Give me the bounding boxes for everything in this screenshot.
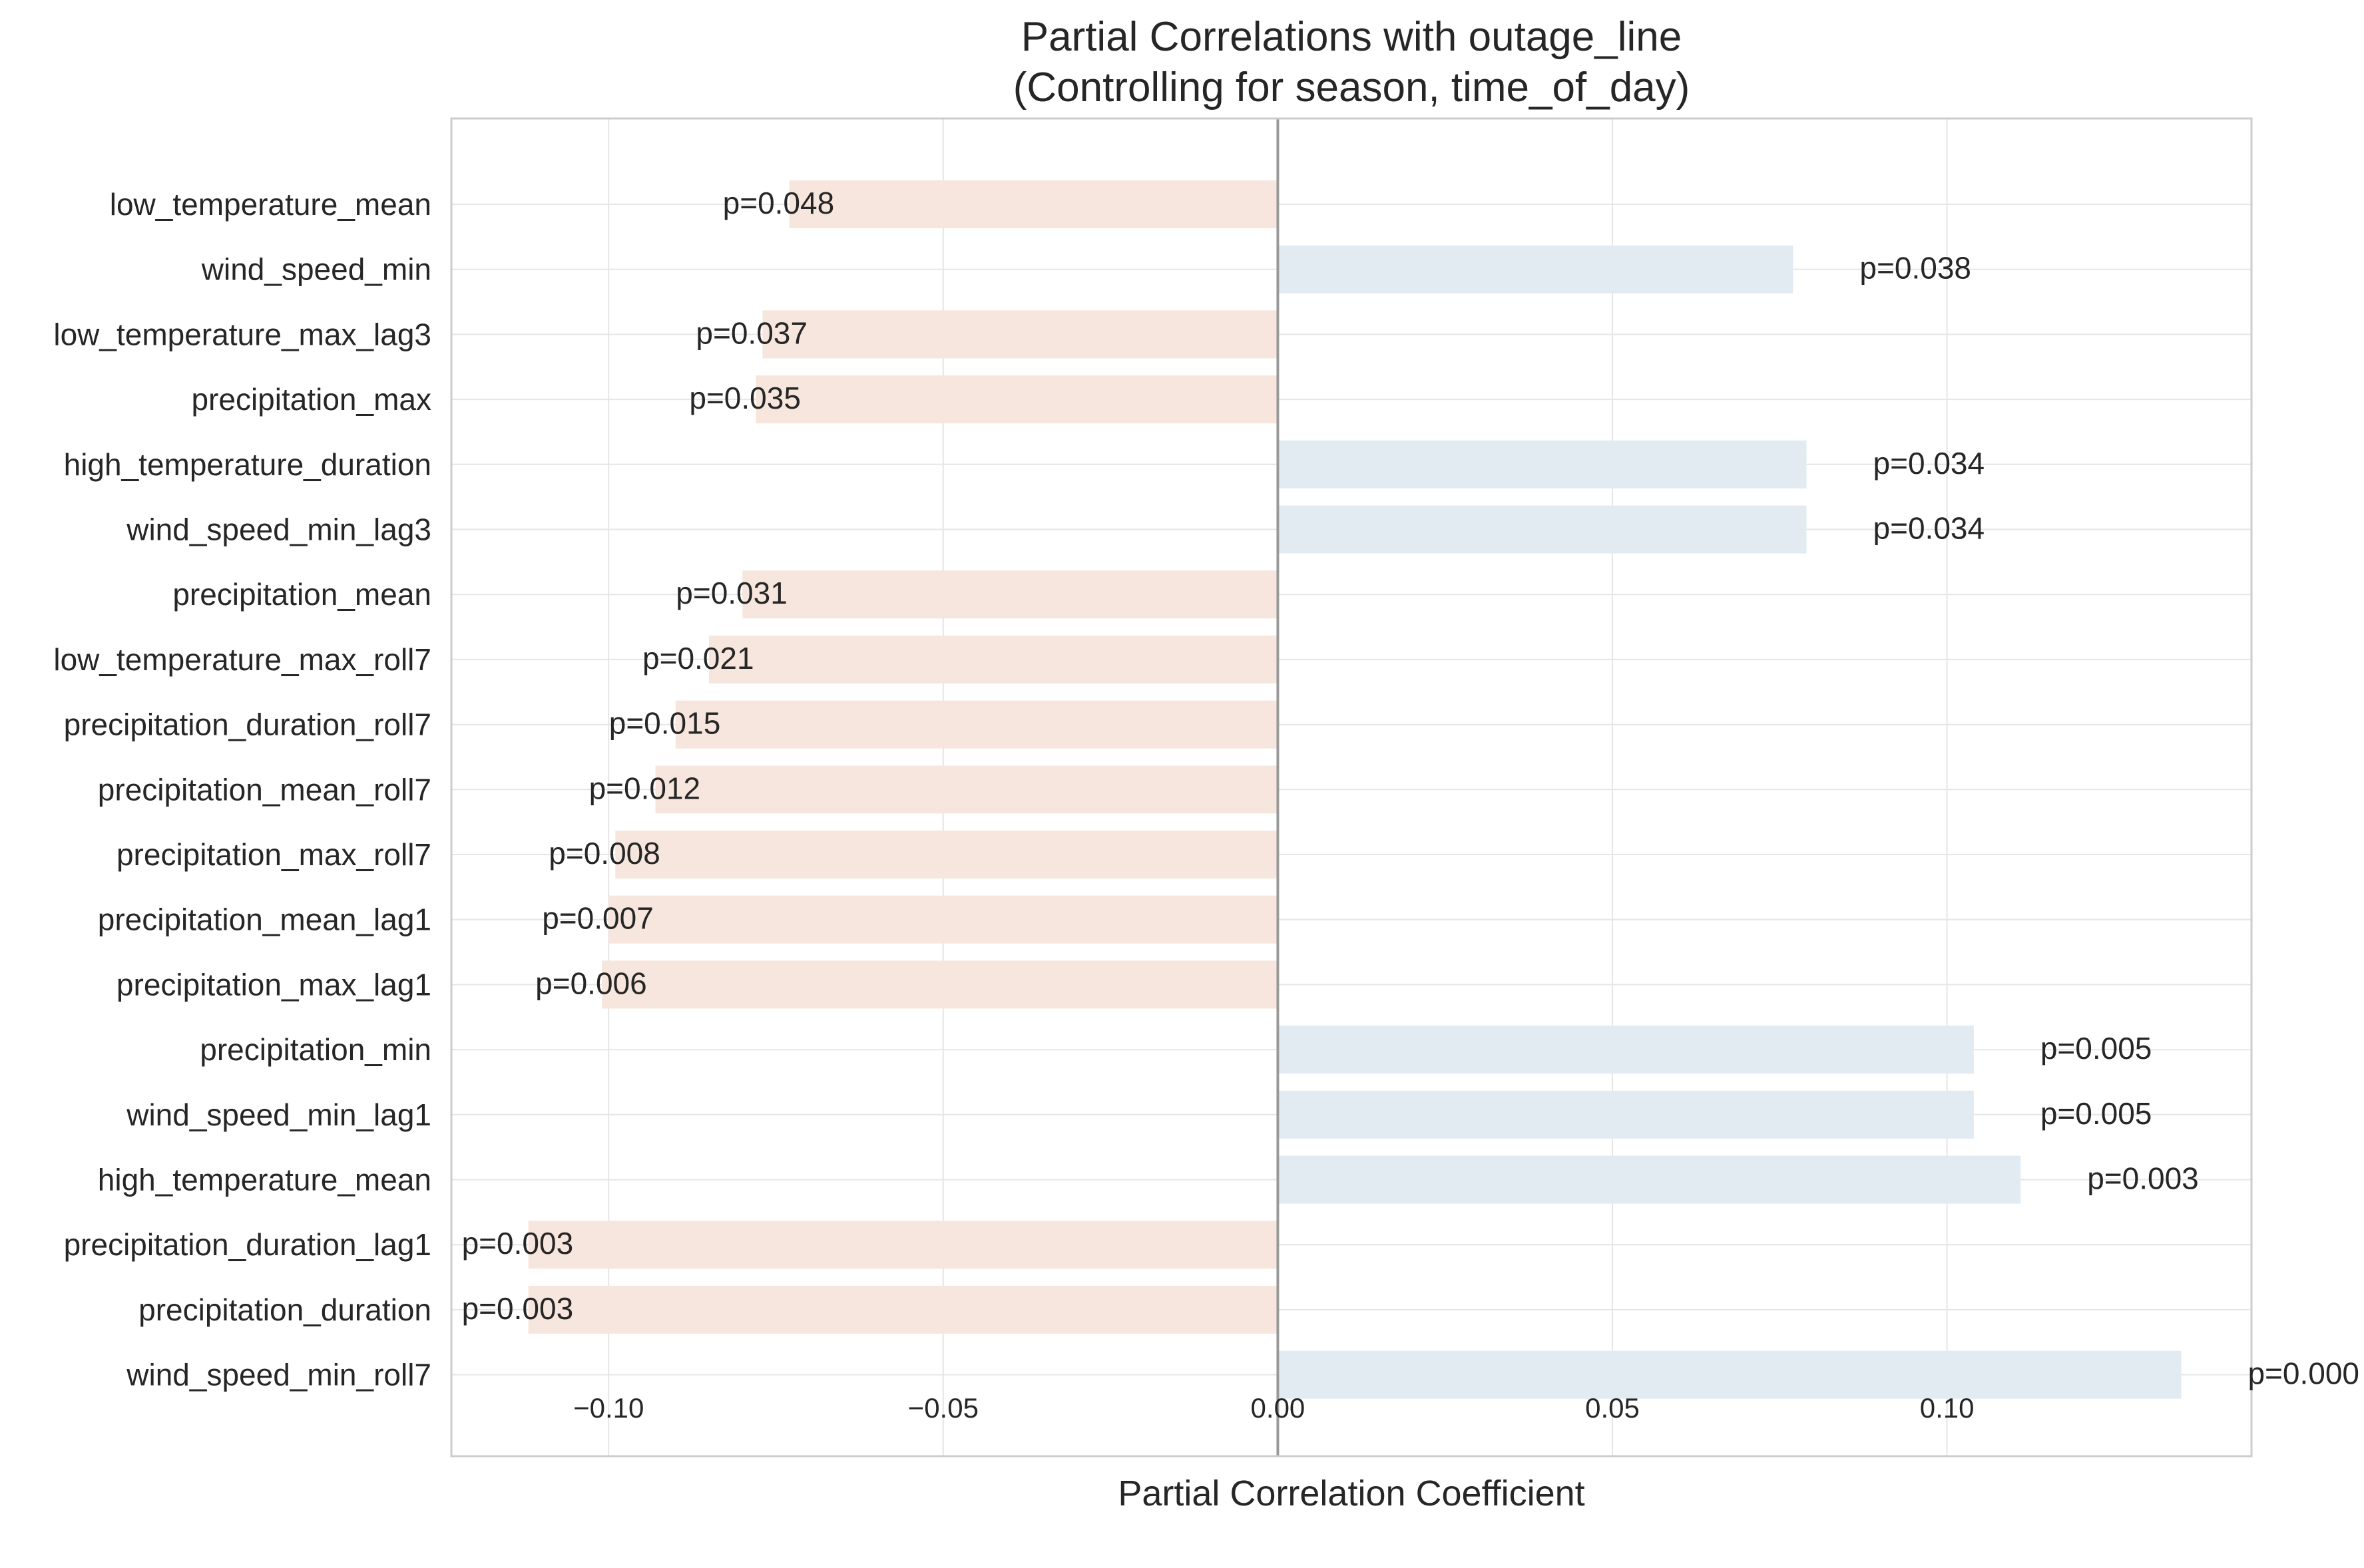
- bar: [742, 570, 1278, 619]
- y-category-label: precipitation_max_lag1: [117, 967, 431, 1002]
- bar: [608, 895, 1278, 944]
- x-tick-label: 0.10: [1920, 1392, 1975, 1424]
- p-value-label: p=0.003: [462, 1291, 574, 1326]
- y-category-label: precipitation_max: [191, 382, 431, 417]
- y-category-label: precipitation_max_roll7: [117, 837, 431, 872]
- plot-frame: [450, 117, 2253, 1458]
- bar: [528, 1221, 1278, 1269]
- bar: [1278, 1155, 2021, 1204]
- y-category-label: low_temperature_mean: [110, 187, 431, 222]
- p-value-label: p=0.000: [2247, 1356, 2359, 1391]
- p-value-label: p=0.005: [2040, 1031, 2152, 1066]
- p-value-label: p=0.008: [549, 836, 660, 871]
- p-value-label: p=0.003: [462, 1226, 574, 1261]
- bar: [1278, 440, 1807, 489]
- y-category-label: high_temperature_duration: [64, 447, 431, 482]
- y-category-label: precipitation_mean_lag1: [98, 902, 431, 937]
- bar: [1278, 1350, 2182, 1399]
- chart-subtitle: (Controlling for season, time_of_day): [1013, 65, 1690, 110]
- y-category-label: wind_speed_min_roll7: [126, 1358, 431, 1392]
- y-category-label: low_temperature_max_lag3: [53, 317, 431, 351]
- bar: [528, 1285, 1278, 1334]
- bar: [615, 831, 1278, 879]
- bar: [1278, 1026, 1974, 1074]
- p-value-label: p=0.034: [1873, 511, 1985, 546]
- p-value-label: p=0.038: [1859, 251, 1971, 286]
- p-value-label: p=0.035: [689, 381, 801, 415]
- p-value-label: p=0.034: [1873, 446, 1985, 481]
- x-axis-label: Partial Correlation Coefficient: [1118, 1473, 1584, 1513]
- bar: [602, 960, 1278, 1009]
- y-category-label: precipitation_min: [200, 1032, 431, 1067]
- y-category-label: precipitation_mean_roll7: [98, 772, 431, 807]
- bar: [1278, 505, 1807, 554]
- p-value-label: p=0.015: [609, 706, 721, 741]
- bar: [709, 635, 1278, 684]
- bar: [1278, 1090, 1974, 1139]
- p-value-label: p=0.003: [2087, 1161, 2199, 1196]
- p-value-label: p=0.006: [535, 966, 647, 1000]
- x-tick-label: 0.05: [1585, 1392, 1640, 1424]
- p-value-label: p=0.021: [642, 641, 754, 676]
- x-tick-label: 0.00: [1251, 1392, 1305, 1424]
- y-category-label: precipitation_duration_lag1: [64, 1227, 431, 1262]
- bar: [756, 375, 1278, 424]
- p-value-label: p=0.005: [2040, 1096, 2152, 1131]
- y-category-label: precipitation_duration_roll7: [64, 707, 431, 742]
- y-category-label: wind_speed_min: [201, 252, 431, 287]
- p-value-label: p=0.048: [723, 186, 835, 220]
- p-value-label: p=0.031: [676, 576, 788, 610]
- bar: [762, 310, 1278, 359]
- p-value-label: p=0.007: [542, 901, 654, 936]
- bar: [655, 765, 1278, 814]
- y-category-label: precipitation_duration: [138, 1292, 431, 1327]
- p-value-label: p=0.012: [589, 771, 701, 805]
- bar: [789, 180, 1278, 228]
- bar: [675, 700, 1278, 749]
- y-category-label: high_temperature_mean: [98, 1163, 431, 1197]
- x-tick-label: −0.10: [573, 1392, 644, 1424]
- labels-layer: −0.10 −0.05 0.00 0.05 0.10 low_temperature_me…: [53, 186, 2359, 1424]
- bar: [1278, 245, 1793, 294]
- y-category-label: precipitation_mean: [172, 577, 431, 612]
- y-category-label: wind_speed_min_lag3: [126, 512, 431, 547]
- y-category-label: wind_speed_min_lag1: [126, 1097, 431, 1132]
- bars-layer: [528, 180, 2182, 1399]
- x-tick-label: −0.05: [908, 1392, 979, 1424]
- y-category-label: low_temperature_max_roll7: [53, 642, 431, 677]
- chart-title: Partial Correlations with outage_line: [1021, 14, 1682, 60]
- p-value-label: p=0.037: [696, 315, 808, 350]
